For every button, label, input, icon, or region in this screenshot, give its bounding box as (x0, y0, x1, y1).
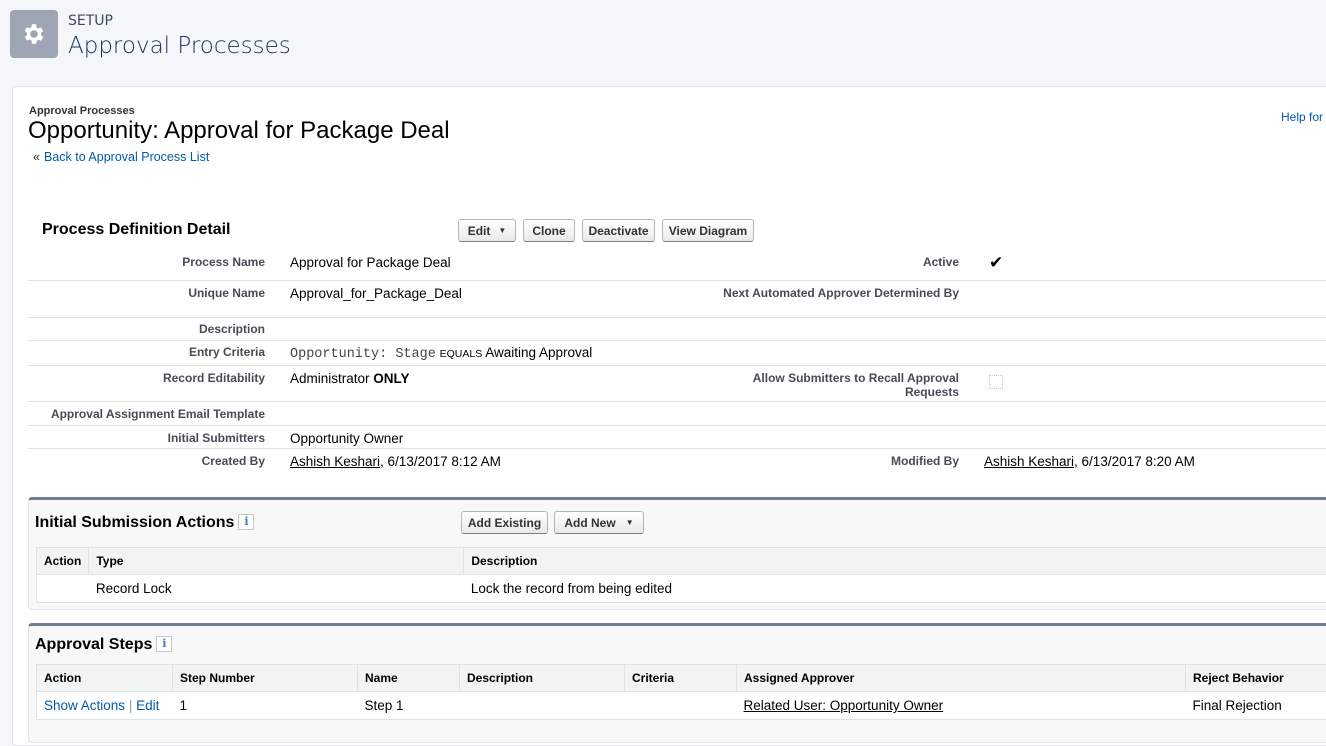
table-row: Record Lock Lock the record from being e… (37, 575, 1326, 603)
column-header-action: Action (37, 548, 89, 575)
column-header-criteria: Criteria (625, 665, 737, 692)
show-actions-link[interactable]: Show Actions (44, 698, 125, 713)
edit-dropdown-button[interactable]: Edit ▼ (458, 219, 516, 242)
approval-steps-title: Approval Steps (35, 636, 152, 653)
initial-submission-table: Action Type Description Record Lock Lock… (36, 547, 1326, 603)
add-existing-button[interactable]: Add Existing (461, 511, 548, 534)
step-number-cell: 1 (173, 692, 358, 720)
table-header-row: Action Step Number Name Description Crit… (37, 665, 1326, 692)
approval-steps-table: Action Step Number Name Description Crit… (36, 664, 1326, 720)
active-checkmark-icon: ✔ (989, 253, 1003, 273)
created-date: , 6/13/2017 8:12 AM (380, 454, 501, 469)
entry-criteria-value: Opportunity: Stage EQUALS Awaiting Appro… (290, 345, 592, 363)
column-header-type: Type (89, 548, 464, 575)
allow-recall-label: Allow Submitters to Recall Approval Requ… (699, 371, 959, 399)
caret-down-icon: ▼ (626, 518, 634, 527)
separator: | (129, 698, 133, 713)
column-header-assigned-approver: Assigned Approver (737, 665, 1186, 692)
table-row: Show Actions | Edit 1 Step 1 Related Use… (37, 692, 1326, 720)
table-header-row: Action Type Description (37, 548, 1326, 575)
setup-label: SETUP (68, 13, 113, 29)
assigned-approver-cell: Related User: Opportunity Owner (737, 692, 1186, 720)
editability-emphasis: ONLY (373, 371, 409, 386)
record-title: Opportunity: Approval for Package Deal (28, 117, 450, 145)
page-title: Approval Processes (68, 33, 291, 59)
caret-down-icon: ▼ (498, 226, 506, 235)
action-cell (37, 575, 89, 603)
process-name-value: Approval for Package Deal (290, 255, 451, 271)
back-to-list-link[interactable]: Back to Approval Process List (44, 150, 209, 164)
edit-step-link[interactable]: Edit (136, 698, 159, 713)
unique-name-label: Unique Name (188, 286, 265, 300)
criteria-operator: EQUALS (440, 348, 483, 360)
clone-button[interactable]: Clone (523, 219, 575, 242)
info-icon[interactable]: i (238, 514, 254, 530)
initial-submitters-label: Initial Submitters (168, 431, 265, 445)
description-label: Description (199, 322, 265, 336)
breadcrumb: Approval Processes (29, 105, 135, 117)
column-header-action: Action (37, 665, 173, 692)
modified-by-user-link[interactable]: Ashish Keshari (984, 454, 1074, 469)
created-by-user-link[interactable]: Ashish Keshari (290, 454, 380, 469)
info-icon[interactable]: i (156, 636, 172, 652)
unique-name-value: Approval_for_Package_Deal (290, 286, 462, 302)
add-new-dropdown-button[interactable]: Add New ▼ (554, 511, 644, 534)
column-header-description: Description (464, 548, 1326, 575)
description-cell: Lock the record from being edited (464, 575, 1326, 603)
criteria-cell (625, 692, 737, 720)
reject-behavior-cell: Final Rejection (1186, 692, 1326, 720)
modified-by-label: Modified By (891, 454, 959, 468)
edit-label: Edit (468, 224, 491, 238)
type-cell: Record Lock (89, 575, 464, 603)
column-header-reject-behavior: Reject Behavior (1186, 665, 1326, 692)
action-cell: Show Actions | Edit (37, 692, 173, 720)
modified-date: , 6/13/2017 8:20 AM (1074, 454, 1195, 469)
description-cell (460, 692, 625, 720)
modified-by-value: Ashish Keshari, 6/13/2017 8:20 AM (984, 454, 1195, 470)
back-link-wrap: « Back to Approval Process List (33, 150, 209, 164)
initial-submission-title: Initial Submission Actions (35, 514, 234, 531)
criteria-field: Opportunity: Stage (290, 347, 436, 362)
record-editability-label: Record Editability (163, 371, 265, 385)
allow-recall-checkbox (989, 375, 1003, 389)
editability-text: Administrator (290, 371, 370, 386)
created-by-label: Created By (202, 454, 265, 468)
approver-link[interactable]: Related User: Opportunity Owner (744, 698, 944, 713)
help-link[interactable]: Help for (1281, 110, 1323, 124)
detail-heading: Process Definition Detail (42, 221, 231, 239)
email-template-label: Approval Assignment Email Template (51, 407, 265, 421)
active-label: Active (923, 255, 959, 269)
initial-submitters-value: Opportunity Owner (290, 431, 403, 447)
next-approver-label: Next Automated Approver Determined By (699, 286, 959, 300)
criteria-value: Awaiting Approval (485, 345, 592, 360)
name-cell: Step 1 (358, 692, 460, 720)
column-header-name: Name (358, 665, 460, 692)
deactivate-button[interactable]: Deactivate (582, 219, 655, 242)
created-by-value: Ashish Keshari, 6/13/2017 8:12 AM (290, 454, 501, 470)
record-editability-value: Administrator ONLY (290, 371, 410, 387)
view-diagram-button[interactable]: View Diagram (662, 219, 754, 242)
add-new-label: Add New (564, 516, 615, 530)
process-name-label: Process Name (182, 255, 265, 269)
column-header-description: Description (460, 665, 625, 692)
back-chevron-icon: « (33, 150, 40, 164)
entry-criteria-label: Entry Criteria (189, 345, 265, 359)
setup-gear-icon (10, 10, 58, 58)
column-header-step-number: Step Number (173, 665, 358, 692)
